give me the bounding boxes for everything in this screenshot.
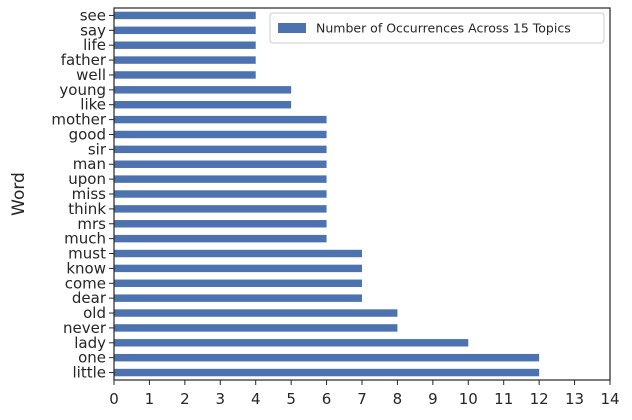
x-axis-ticks: 0 1 2 3 4 5 6 7 8 9 10 11 12 13 14 — [109, 380, 620, 408]
bar-little — [114, 368, 540, 377]
y-tick-label: young — [59, 81, 106, 99]
bar-father — [114, 56, 256, 64]
x-tick-label: 5 — [286, 390, 296, 408]
y-tick-label: good — [69, 125, 106, 143]
y-tick-label: dear — [72, 289, 107, 307]
x-tick-label: 11 — [494, 390, 513, 408]
bar-dear — [114, 294, 362, 302]
y-tick-label: like — [80, 96, 106, 114]
y-axis-ticks: littleoneladyneverolddearcomeknowmustmuc… — [51, 6, 114, 382]
bar-old — [114, 309, 398, 317]
x-tick-label: 10 — [459, 390, 478, 408]
legend-label: Number of Occurrences Across 15 Topics — [316, 21, 571, 36]
x-tick-label: 1 — [145, 390, 155, 408]
legend-box — [269, 12, 605, 44]
bar-good — [114, 130, 327, 139]
y-tick-label: one — [78, 349, 106, 367]
x-tick-label: 6 — [322, 390, 332, 408]
y-tick-label: see — [80, 6, 106, 24]
bar-never — [114, 324, 398, 332]
bar-man — [114, 160, 327, 168]
bar-mother — [114, 115, 327, 124]
x-tick-label: 12 — [530, 390, 549, 408]
bar-well — [114, 71, 256, 79]
bar-upon — [114, 175, 327, 183]
bar-young — [114, 86, 292, 94]
bar-much — [114, 234, 327, 243]
x-tick-label: 13 — [565, 390, 584, 408]
bar-come — [114, 279, 362, 287]
bar-one — [114, 353, 540, 362]
bar-lady — [114, 339, 469, 347]
y-tick-label: little — [73, 364, 107, 382]
bar-miss — [114, 190, 327, 198]
y-tick-label: mother — [51, 111, 106, 129]
bar-like — [114, 101, 292, 109]
y-tick-label: must — [68, 245, 106, 263]
bar-mrs — [114, 220, 327, 228]
x-tick-label: 4 — [251, 390, 261, 408]
y-tick-label: never — [63, 319, 107, 337]
x-tick-label: 8 — [393, 390, 403, 408]
x-tick-label: 0 — [109, 390, 119, 408]
x-tick-label: 9 — [428, 390, 438, 408]
x-tick-label: 14 — [600, 390, 619, 408]
y-tick-label: man — [73, 155, 106, 173]
bars-group — [114, 11, 540, 377]
y-tick-label: old — [83, 304, 106, 322]
y-tick-label: well — [76, 66, 106, 84]
bar-life — [114, 41, 256, 49]
bar-must — [114, 249, 362, 258]
y-tick-label: much — [64, 230, 106, 248]
y-tick-label: think — [68, 200, 106, 218]
x-tick-label: 7 — [357, 390, 367, 408]
y-tick-label: know — [66, 259, 106, 277]
y-tick-label: upon — [68, 170, 106, 188]
bar-say — [114, 26, 256, 35]
bar-think — [114, 205, 327, 213]
y-tick-label: father — [61, 51, 107, 69]
legend-swatch — [278, 23, 306, 33]
bar-see — [114, 11, 256, 20]
y-tick-label: come — [65, 274, 106, 292]
bar-sir — [114, 145, 327, 154]
legend: Number of Occurrences Across 15 Topics — [269, 12, 605, 44]
y-axis-title: Word — [9, 172, 29, 216]
y-tick-label: life — [83, 36, 106, 54]
y-tick-label: say — [80, 21, 106, 39]
y-tick-label: lady — [74, 334, 106, 352]
y-tick-label: mrs — [77, 215, 106, 233]
x-tick-label: 2 — [180, 390, 190, 408]
y-tick-label: miss — [72, 185, 107, 203]
x-tick-label: 3 — [216, 390, 226, 408]
y-tick-label: sir — [88, 140, 107, 158]
bar-know — [114, 264, 362, 273]
